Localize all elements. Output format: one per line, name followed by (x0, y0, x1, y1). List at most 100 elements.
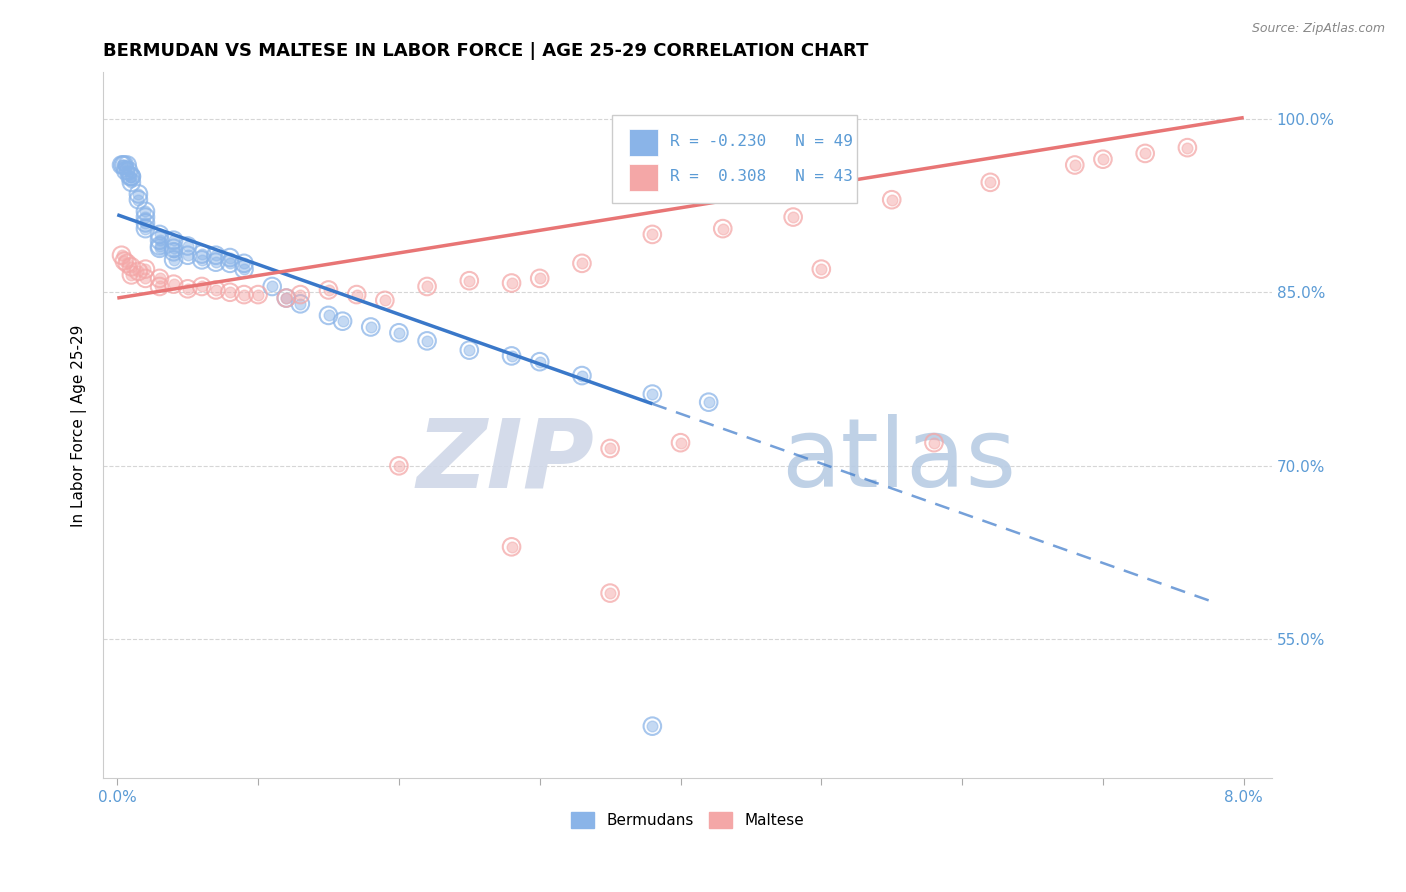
Point (120, 175, 142, 189)
Text: atlas: atlas (782, 414, 1017, 508)
Point (205, 255, 228, 269)
Point (1133, 146, 1156, 161)
Point (922, 435, 945, 450)
Point (120, 169, 142, 184)
Point (219, 251, 242, 265)
Point (458, 274, 481, 288)
Point (176, 239, 198, 253)
Point (501, 349, 523, 363)
Point (148, 279, 170, 293)
Point (880, 193, 903, 207)
Point (219, 256, 242, 270)
Point (346, 287, 368, 301)
Point (922, 435, 945, 450)
Point (115, 158, 138, 172)
Point (810, 262, 832, 277)
Point (360, 320, 382, 334)
Point (388, 458, 411, 473)
Point (110, 248, 132, 262)
Point (416, 279, 439, 293)
Point (191, 252, 214, 267)
Point (332, 314, 354, 328)
Point (782, 210, 804, 224)
FancyBboxPatch shape (628, 164, 658, 191)
Point (134, 204, 156, 219)
Point (120, 260, 142, 274)
Point (458, 343, 481, 358)
Point (134, 221, 156, 235)
Point (110, 248, 132, 262)
Point (247, 287, 270, 301)
Point (162, 252, 184, 267)
Point (176, 248, 198, 262)
Point (112, 158, 135, 172)
Point (276, 291, 298, 305)
Point (134, 271, 156, 285)
Point (501, 540, 523, 554)
Point (332, 314, 354, 328)
Point (276, 291, 298, 305)
Point (1091, 152, 1114, 166)
Point (641, 719, 664, 733)
Point (110, 158, 132, 172)
Point (148, 233, 170, 247)
Point (276, 291, 298, 305)
Point (176, 282, 198, 296)
Point (205, 283, 228, 297)
Point (162, 244, 184, 259)
Point (118, 169, 141, 184)
Point (134, 262, 156, 277)
Point (191, 252, 214, 267)
Point (191, 279, 214, 293)
Point (120, 268, 142, 282)
Point (641, 227, 664, 242)
Point (599, 586, 621, 600)
Point (1133, 146, 1156, 161)
Point (120, 169, 142, 184)
Point (697, 395, 720, 409)
Point (571, 368, 593, 383)
Point (114, 163, 136, 178)
Point (148, 241, 170, 255)
Point (118, 169, 141, 184)
Point (191, 247, 214, 261)
Point (233, 256, 256, 270)
Point (114, 163, 136, 178)
Point (641, 387, 664, 401)
Point (1177, 141, 1199, 155)
Point (134, 262, 156, 277)
Point (205, 248, 228, 262)
Point (290, 287, 312, 301)
Point (148, 271, 170, 285)
Point (782, 210, 804, 224)
Point (117, 163, 139, 178)
Point (148, 239, 170, 253)
Point (148, 279, 170, 293)
Point (529, 271, 551, 285)
Point (529, 354, 551, 368)
Point (233, 287, 256, 301)
Point (134, 271, 156, 285)
Point (120, 169, 142, 184)
Point (318, 283, 340, 297)
Point (388, 458, 411, 473)
Point (148, 233, 170, 247)
Point (112, 254, 135, 268)
Point (127, 193, 149, 207)
Point (416, 279, 439, 293)
Legend: Bermudans, Maltese: Bermudans, Maltese (565, 805, 810, 834)
Point (176, 282, 198, 296)
Point (162, 241, 184, 255)
Point (205, 248, 228, 262)
Point (127, 264, 149, 278)
Point (247, 287, 270, 301)
Point (120, 175, 142, 189)
Point (318, 283, 340, 297)
Point (110, 158, 132, 172)
Point (219, 256, 242, 270)
Point (641, 387, 664, 401)
Point (162, 252, 184, 267)
Point (290, 297, 312, 311)
Point (134, 216, 156, 230)
Point (115, 256, 138, 270)
